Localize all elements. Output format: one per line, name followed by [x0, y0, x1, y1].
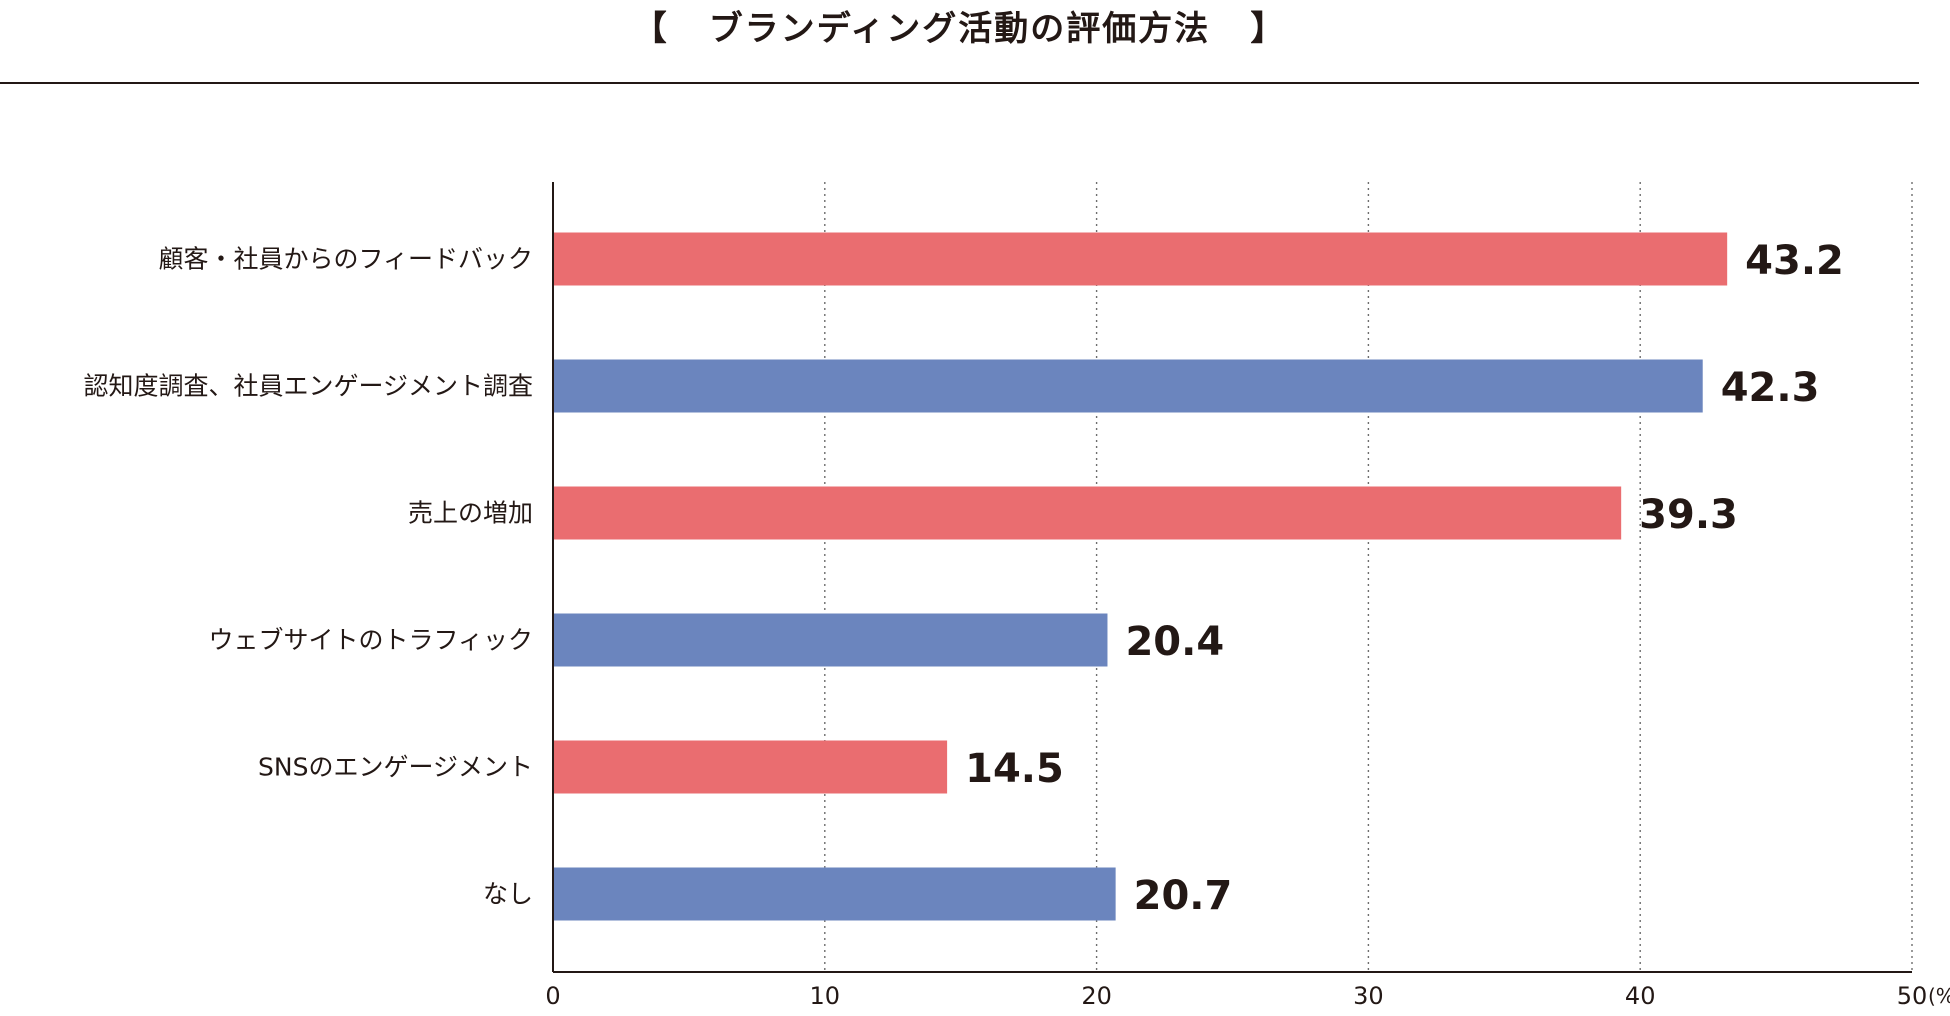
- bar-5: [553, 867, 1116, 921]
- category-label-0: 顧客・社員からのフィードバック: [158, 245, 533, 274]
- category-label-4: SNSのエンゲージメント: [258, 753, 533, 782]
- bar-3: [553, 613, 1108, 667]
- category-label-5: なし: [483, 880, 533, 909]
- tick-label-50: 50: [1897, 982, 1928, 1010]
- tick-label-30: 30: [1353, 982, 1384, 1010]
- value-label-4: 14.5: [965, 746, 1064, 792]
- value-label-1: 42.3: [1721, 365, 1820, 411]
- value-label-2: 39.3: [1639, 492, 1738, 538]
- bar-4: [553, 740, 948, 794]
- tick-label-0: 0: [545, 982, 560, 1010]
- chart-title-bar: 【 ブランディング活動の評価方法 】: [0, 0, 1919, 50]
- title-divider: [0, 82, 1919, 84]
- value-label-0: 43.2: [1745, 238, 1844, 284]
- bar-0: [553, 232, 1728, 286]
- tick-label-20: 20: [1081, 982, 1112, 1010]
- title-bracket-right: 】: [1250, 8, 1287, 49]
- category-label-2: 売上の増加: [408, 499, 533, 528]
- category-label-1: 認知度調査、社員エンゲージメント調査: [83, 372, 533, 401]
- tick-label-10: 10: [810, 982, 841, 1010]
- value-label-5: 20.7: [1134, 873, 1233, 919]
- bar-2: [553, 486, 1622, 540]
- unit-label: (%): [1928, 984, 1950, 1008]
- value-label-3: 20.4: [1125, 619, 1224, 665]
- tick-label-40: 40: [1625, 982, 1656, 1010]
- chart-title: ブランディング活動の評価方法: [708, 8, 1211, 49]
- title-bracket-left: 【: [632, 8, 669, 49]
- category-label-3: ウェブサイトのトラフィック: [208, 626, 533, 655]
- bar-1: [553, 359, 1703, 413]
